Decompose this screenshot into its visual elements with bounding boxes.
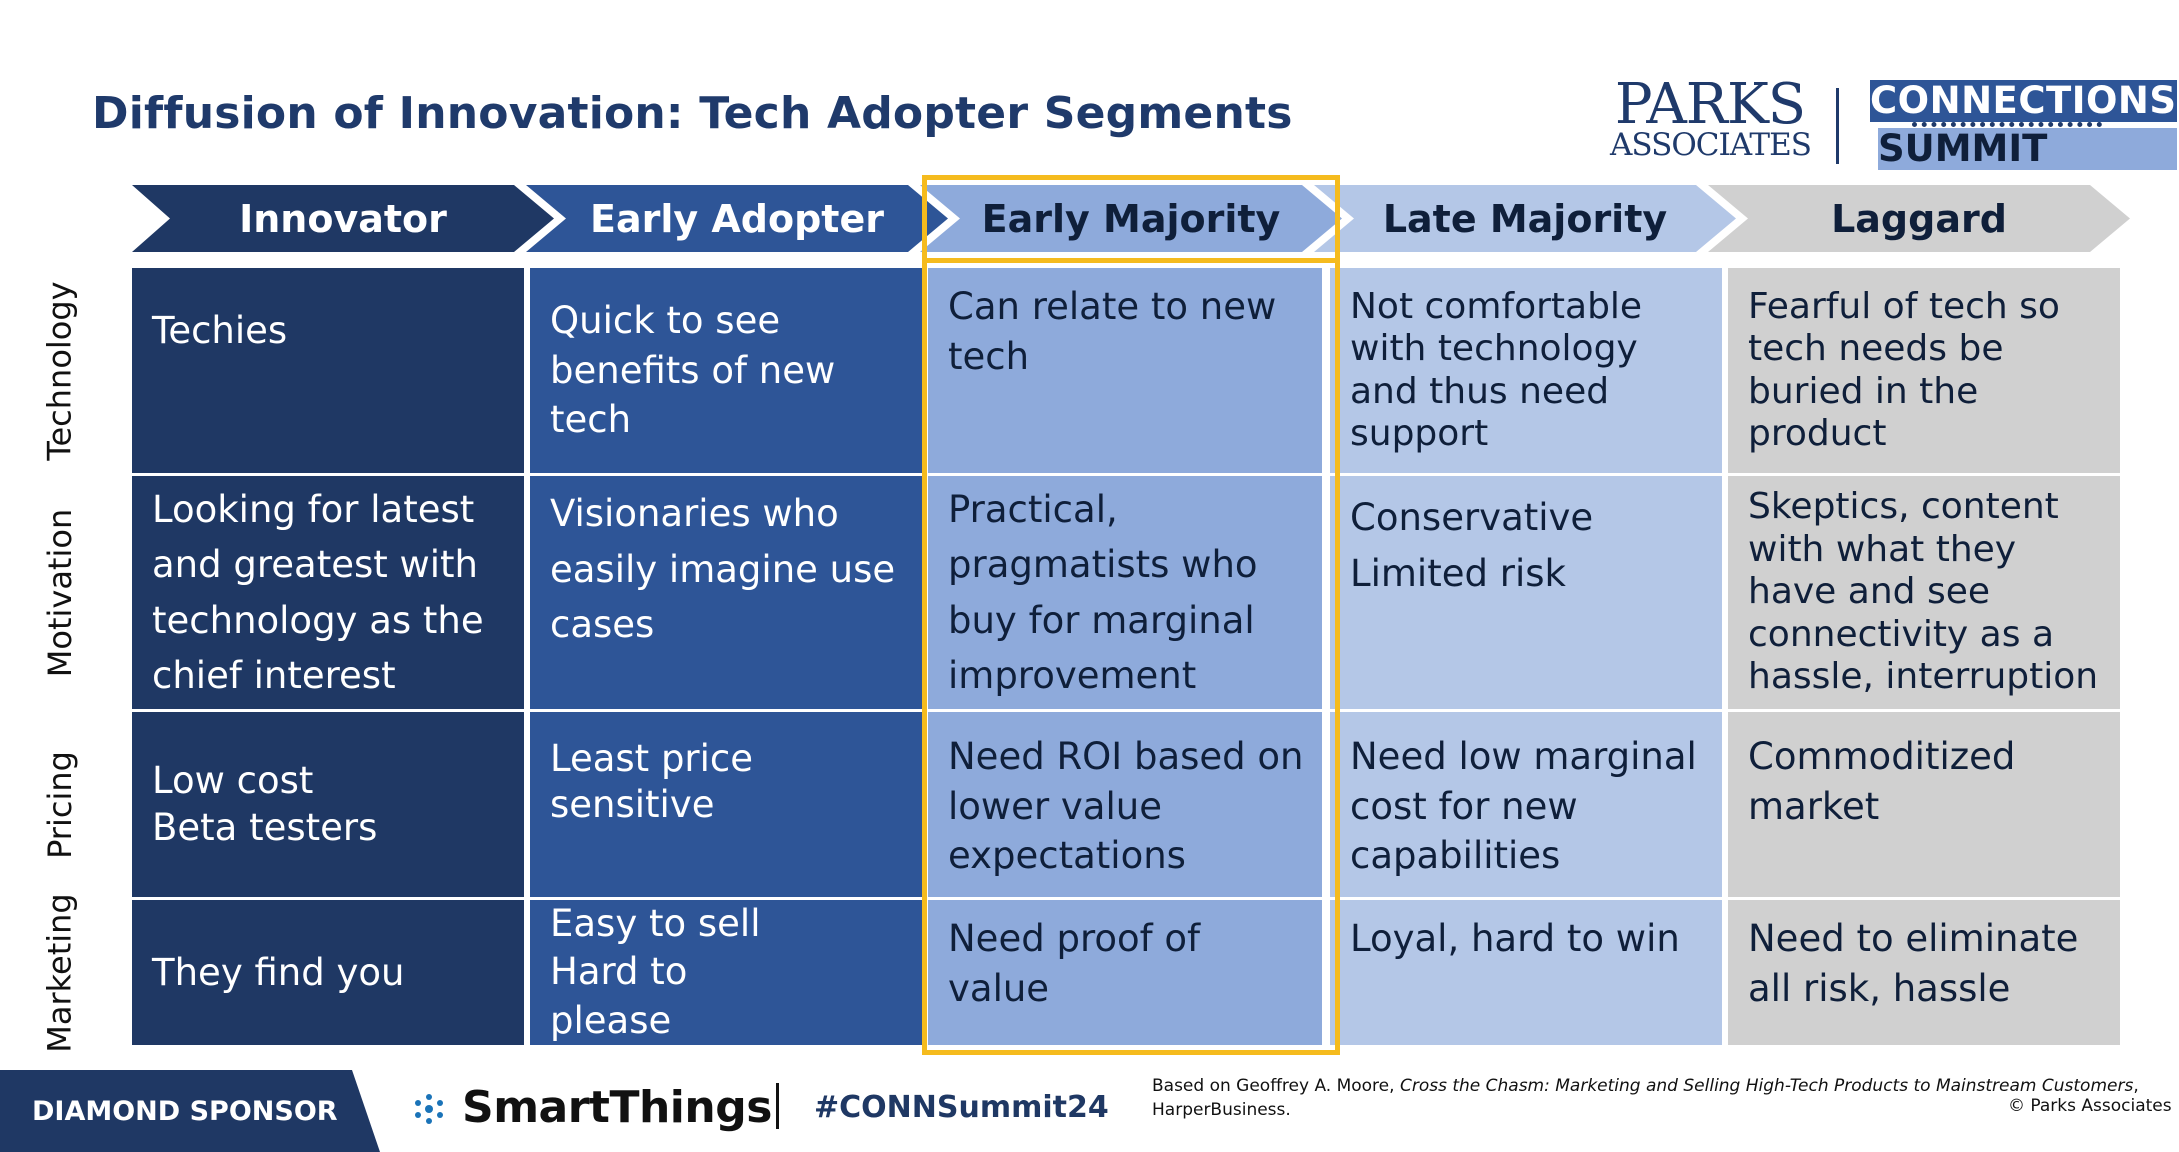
cell-pricing-late-majority: Need low marginal cost for new capabilit… xyxy=(1330,712,1722,897)
cell-marketing-early-adopter: Easy to sell Hard to please xyxy=(530,900,922,1045)
parks-associates-logo: PARKS ASSOCIATES xyxy=(1610,72,1812,163)
cell-motivation-innovator: Looking for latest and greatest with tec… xyxy=(132,476,524,709)
row-label-text: Technology xyxy=(41,280,79,461)
segment-label: Innovator xyxy=(239,196,447,241)
connections-logo-line2: SUMMIT xyxy=(1878,128,2177,170)
row-label-text: Pricing xyxy=(41,750,80,859)
copyright: © Parks Associates xyxy=(2008,1096,2172,1116)
diamond-sponsor-banner: DIAMOND SPONSOR xyxy=(0,1070,380,1152)
connections-summit-logo: CONNECTIONS SUMMIT xyxy=(1870,80,2177,170)
sponsor-name: SmartThings xyxy=(462,1082,772,1133)
page-title: Diffusion of Innovation: Tech Adopter Se… xyxy=(92,88,1293,139)
event-hashtag: #CONNSummit24 xyxy=(814,1090,1109,1125)
cell-technology-early-adopter: Quick to see benefits of new tech xyxy=(530,268,922,473)
cell-marketing-early-majority: Need proof of value xyxy=(928,900,1322,1045)
cell-pricing-early-adopter: Least price sensitive xyxy=(530,712,922,897)
row-label-marketing: Marketing xyxy=(30,893,90,1052)
row-label-motivation: Motivation xyxy=(30,476,90,709)
segment-header-early-adopter: Early Adopter xyxy=(526,185,948,252)
row-label-technology: Technology xyxy=(30,268,90,473)
cell-motivation-laggard: Skeptics, content with what they have an… xyxy=(1728,476,2120,709)
smartthings-icon xyxy=(415,1094,443,1124)
cell-motivation-late-majority: Conservative Limited risk xyxy=(1330,476,1722,709)
citation: Based on Geoffrey A. Moore, Cross the Ch… xyxy=(1152,1074,2179,1122)
cell-technology-early-majority: Can relate to new tech xyxy=(928,268,1322,473)
row-label-text: Motivation xyxy=(41,508,79,677)
segment-header-early-majority: Early Majority xyxy=(920,185,1342,252)
logo-divider xyxy=(1836,88,1839,164)
cell-pricing-early-majority: Need ROI based on lower value expectatio… xyxy=(928,712,1322,897)
citation-title: Cross the Chasm: Marketing and Selling H… xyxy=(1399,1076,2134,1096)
citation-suffix: , HarperBusiness. xyxy=(1152,1076,2139,1120)
row-label-pricing: Pricing xyxy=(30,712,90,897)
citation-prefix: Based on Geoffrey A. Moore, xyxy=(1152,1076,1395,1096)
cell-motivation-early-adopter: Visionaries who easily imagine use cases xyxy=(530,476,922,709)
connections-logo-line1: CONNECTIONS xyxy=(1870,79,2177,122)
cell-technology-innovator: Techies xyxy=(132,268,524,473)
segment-label: Early Adopter xyxy=(590,196,884,241)
footer-divider xyxy=(776,1083,779,1129)
row-label-text: Marketing xyxy=(41,892,80,1053)
cell-pricing-laggard: Commoditized market xyxy=(1728,712,2120,897)
cell-pricing-innovator: Low cost Beta testers xyxy=(132,712,524,897)
cell-marketing-laggard: Need to eliminate all risk, hassle xyxy=(1728,900,2120,1045)
segment-header-innovator: Innovator xyxy=(132,185,554,252)
cell-motivation-early-majority: Practical, pragmatists who buy for margi… xyxy=(928,476,1322,709)
segment-label: Early Majority xyxy=(981,196,1281,241)
parks-logo-line1: PARKS xyxy=(1614,72,1806,137)
cell-marketing-late-majority: Loyal, hard to win xyxy=(1330,900,1722,1045)
connections-logo-dots xyxy=(1912,122,2102,127)
parks-logo-line2: ASSOCIATES xyxy=(1610,127,1812,163)
segment-header-late-majority: Late Majority xyxy=(1314,185,1736,252)
cell-marketing-innovator: They find you xyxy=(132,900,524,1045)
cell-technology-laggard: Fearful of tech so tech needs be buried … xyxy=(1728,268,2120,473)
segment-label: Late Majority xyxy=(1382,196,1668,241)
sponsor-label: DIAMOND SPONSOR xyxy=(32,1095,338,1127)
segment-header-laggard: Laggard xyxy=(1708,185,2130,252)
cell-technology-late-majority: Not comfortable with technology and thus… xyxy=(1330,268,1722,473)
segment-label: Laggard xyxy=(1831,196,2007,241)
